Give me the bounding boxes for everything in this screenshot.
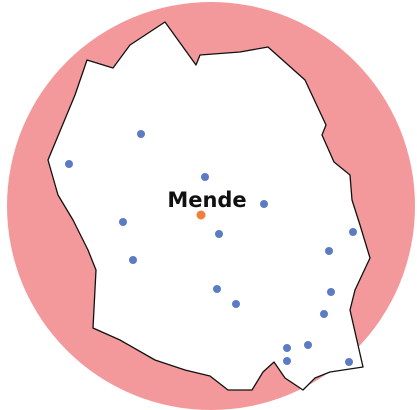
town-dot: [65, 160, 73, 168]
town-dot: [325, 247, 333, 255]
town-dot: [129, 256, 137, 264]
town-dot: [304, 341, 312, 349]
town-dot: [215, 230, 223, 238]
towns: [65, 130, 357, 366]
town-dot: [119, 218, 127, 226]
town-dot: [201, 173, 209, 181]
town-dot: [137, 130, 145, 138]
town-dot: [283, 357, 291, 365]
town-dot: [349, 228, 357, 236]
town-dot: [327, 288, 335, 296]
town-dot: [320, 310, 328, 318]
town-dot: [345, 358, 353, 366]
town-dot: [283, 344, 291, 352]
capital-dot: [196, 210, 206, 220]
town-dot: [213, 285, 221, 293]
city-label: Mende: [167, 188, 246, 212]
town-dot: [260, 200, 268, 208]
region-outline: [47, 21, 371, 391]
town-dot: [232, 300, 240, 308]
